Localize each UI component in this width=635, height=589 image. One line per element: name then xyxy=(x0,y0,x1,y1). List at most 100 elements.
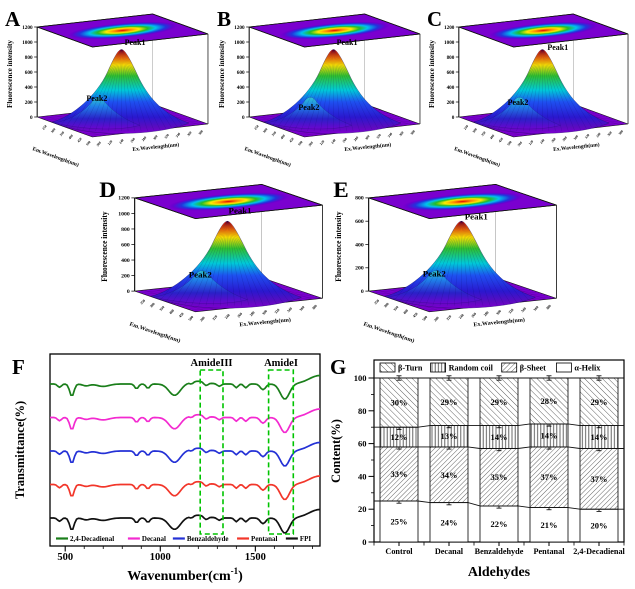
ex-tick-label: 380 xyxy=(618,129,625,136)
z-axis-label: Fluorescence intensity xyxy=(218,40,226,108)
segment-value-label: 37% xyxy=(541,472,558,482)
z-tick-label: 1200 xyxy=(22,25,33,31)
em-tick-label: 350 xyxy=(271,130,278,137)
panel-letter: C xyxy=(427,7,442,31)
em-tick-label: 300 xyxy=(472,127,479,134)
ex-tick-label: 280 xyxy=(249,310,256,317)
legend-label: Benzaldehyde xyxy=(187,535,229,543)
z-axis-label: Fluorescence intensity xyxy=(428,40,436,108)
em-tick-label: 250 xyxy=(139,299,146,306)
z-tick-label: 0 xyxy=(242,115,245,121)
boundary-connector-line xyxy=(374,446,624,449)
ex-tick-label: 260 xyxy=(130,137,137,144)
em-tick-label: 450 xyxy=(412,312,419,319)
segment-value-label: 33% xyxy=(391,469,408,479)
ex-axis-title: Ex.Wavelength(nm) xyxy=(344,141,392,153)
z-tick-label: 0 xyxy=(452,115,455,121)
z-tick-label: 400 xyxy=(25,85,33,91)
spectrum-curve-FPI xyxy=(50,508,320,534)
segment-value-label: 12% xyxy=(391,432,408,442)
legend-label: Pentanal xyxy=(251,535,277,543)
z-tick-label: 800 xyxy=(237,55,245,61)
segment-value-label: 14% xyxy=(591,432,608,442)
legend-label: α-Helix xyxy=(574,364,601,373)
ex-tick-label: 260 xyxy=(237,312,244,319)
ex-axis-title: Ex.Wavelength(nm) xyxy=(132,141,180,153)
z-tick-label: 200 xyxy=(237,100,245,106)
ex-axis-title: Ex.Wavelength(nm) xyxy=(553,141,600,153)
x-category-label: Benzaldehyde xyxy=(475,547,524,556)
amide3-box xyxy=(199,369,224,535)
z-tick-label: 200 xyxy=(25,100,33,106)
ex-tick-label: 280 xyxy=(562,135,569,142)
panel-C: 1200 1000 800 600 400 200 0 250 300 350 400 450 500… xyxy=(424,2,633,170)
ex-axis-title: Ex.Wavelength(nm) xyxy=(473,316,525,328)
segment-value-label: 20% xyxy=(591,521,608,531)
legend-label: 2,4-Decadienal xyxy=(70,535,114,543)
panel-A: 1200 1000 800 600 400 200 0 250 300 350 400 450 500… xyxy=(2,2,213,170)
em-tick-label: 300 xyxy=(383,302,390,309)
ex-tick-label: 360 xyxy=(299,305,306,312)
z-tick-label: 0 xyxy=(127,289,130,295)
ex-tick-label: 380 xyxy=(410,129,417,136)
em-tick-label: 400 xyxy=(68,134,75,141)
bar-segment-β-Sheet xyxy=(529,446,569,508)
y-tick-label: 20 xyxy=(358,504,367,514)
x-axis-ticks: Control Decanal Benzaldehyde Pentanal 2,4-De… xyxy=(373,542,626,556)
y-axis-label: Transmittance(%) xyxy=(13,401,27,499)
x-axis-ticks: 500 1000 1500 xyxy=(57,546,313,563)
surface-plot xyxy=(459,14,628,137)
ex-tick-label: 320 xyxy=(164,133,171,140)
ex-tick-label: 240 xyxy=(539,138,546,145)
segment-value-label: 24% xyxy=(441,517,458,527)
segment-value-label: 14% xyxy=(491,432,508,442)
z-tick-label: 1000 xyxy=(118,211,130,217)
segment-value-label: 35% xyxy=(491,472,508,482)
em-axis-title: Em.Wavelength(nm) xyxy=(31,145,79,168)
ex-tick-label: 380 xyxy=(545,304,552,311)
ex-tick-label: 320 xyxy=(274,308,281,315)
surface-plot xyxy=(37,14,208,137)
x-category-label: 2,4-Decadienal xyxy=(573,547,625,556)
x-tick-label: 1500 xyxy=(245,552,266,563)
panel-letter: D xyxy=(99,178,116,202)
plot-frame xyxy=(49,353,321,547)
z-tick-label: 1000 xyxy=(234,40,245,46)
ex-tick-label: 240 xyxy=(118,138,125,145)
z-tick-label: 1000 xyxy=(444,40,455,46)
ex-tick-label: 300 xyxy=(261,309,268,316)
x-category-label: Control xyxy=(385,547,413,556)
ex-axis-ticks: 200 220 240 260 280 300 320 340 360 380 xyxy=(199,304,318,323)
legend-label: β-Turn xyxy=(398,364,423,373)
panel-letter: G xyxy=(330,355,346,379)
ex-tick-label: 200 xyxy=(517,141,524,148)
panel-D: 1200 1000 800 600 400 200 0 250 300 350 400 450 500… xyxy=(96,172,328,346)
em-tick-label: 450 xyxy=(178,312,185,319)
ex-tick-label: 220 xyxy=(528,139,535,146)
z-tick-label: 1200 xyxy=(444,25,455,31)
segment-value-label: 29% xyxy=(491,397,508,407)
legend-swatch xyxy=(379,362,396,373)
peak2-label: Peak2 xyxy=(86,94,107,103)
em-axis-title: Em.Wavelength(nm) xyxy=(243,145,291,168)
ex-tick-label: 340 xyxy=(175,132,182,139)
z-axis-ticks: 1200 1000 800 600 400 200 0 xyxy=(118,196,135,295)
ex-tick-label: 380 xyxy=(311,304,318,311)
bar-segment-α-Helix xyxy=(429,502,469,543)
peak2-label: Peak2 xyxy=(423,269,446,279)
x-tick-label: 1000 xyxy=(150,552,171,563)
spectrum-curve-2,4-Decadienal xyxy=(50,374,320,400)
segment-value-label: 34% xyxy=(441,470,458,480)
ex-tick-label: 300 xyxy=(495,309,502,316)
x-axis-label: Aldehydes xyxy=(468,565,531,580)
ex-tick-label: 220 xyxy=(319,139,326,146)
amide1-label: AmideI xyxy=(264,358,298,369)
legend-label: FPI xyxy=(300,535,312,543)
spectra-legend: 2,4-Decadienal Decanal Benzaldehyde Pentana… xyxy=(56,535,311,543)
peak1-label: Peak1 xyxy=(337,38,358,47)
z-tick-label: 0 xyxy=(361,289,364,295)
z-axis-ticks: 800 600 400 200 0 xyxy=(355,196,369,295)
em-tick-label: 350 xyxy=(393,305,400,312)
em-tick-label: 500 xyxy=(188,315,195,322)
em-tick-label: 250 xyxy=(373,299,380,306)
